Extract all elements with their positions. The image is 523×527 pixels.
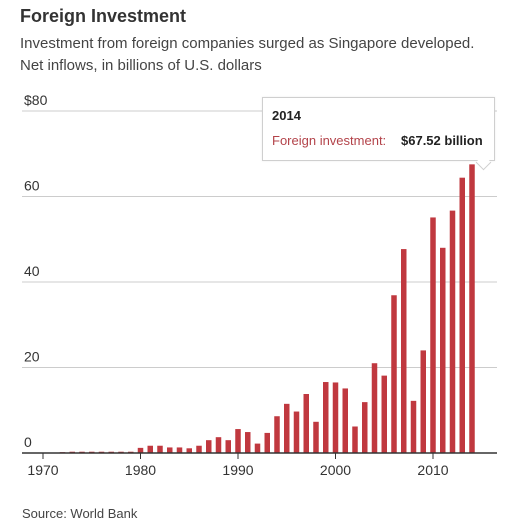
bar: [352, 426, 358, 453]
bar: [215, 437, 222, 453]
bar: [157, 445, 163, 453]
bar: [186, 448, 192, 453]
bar: [245, 432, 251, 453]
bar: [371, 363, 378, 453]
bar: [332, 382, 339, 453]
bar: [176, 447, 183, 453]
y-tick-label: 20: [24, 349, 40, 365]
bar: [235, 429, 241, 453]
tooltip: 2014 Foreign investment: $67.52 billion: [262, 97, 495, 171]
bar: [401, 249, 407, 453]
bar: [254, 443, 261, 453]
bar: [469, 164, 475, 454]
y-tick-label: 60: [24, 178, 40, 194]
bar: [449, 210, 456, 453]
bar: [196, 445, 202, 453]
bar: [225, 440, 231, 453]
y-tick-labels: 0 20 40 60 $80: [24, 92, 48, 450]
x-tick-label: 1980: [125, 462, 156, 478]
bar: [459, 177, 465, 453]
bar: [410, 400, 417, 453]
x-tick-label: 1970: [27, 462, 58, 478]
bar: [303, 394, 309, 453]
source-note: Source: World Bank: [22, 506, 138, 521]
bar: [313, 421, 319, 453]
tooltip-label: Foreign investment:: [272, 133, 387, 148]
x-tick-label: 2000: [320, 462, 351, 478]
bar: [440, 247, 446, 453]
x-ticks: 1970 1980 1990 2000 2010: [27, 453, 449, 478]
bar: [381, 375, 387, 453]
x-tick-label: 1990: [222, 462, 253, 478]
bar: [293, 411, 300, 453]
bar: [420, 350, 426, 453]
tooltip-year: 2014: [272, 108, 301, 123]
bars: [40, 164, 475, 454]
bar: [391, 295, 397, 453]
chart-subtitle: Investment from foreign companies surged…: [20, 35, 475, 74]
bar: [362, 402, 368, 453]
bar: [167, 447, 173, 453]
bar: [274, 416, 280, 453]
bar: [147, 445, 153, 453]
x-tick-label: 2010: [417, 462, 448, 478]
y-tick-label: $80: [24, 92, 48, 108]
bar: [137, 447, 144, 453]
bar: [264, 432, 270, 453]
bar: [342, 388, 348, 453]
tooltip-value: $67.52 billion: [401, 133, 483, 148]
y-tick-label: 40: [24, 263, 40, 279]
bar: [206, 440, 212, 453]
y-tick-label: 0: [24, 434, 32, 450]
bar: [323, 382, 329, 453]
bar: [430, 217, 436, 453]
chart-title: Foreign Investment: [20, 6, 187, 26]
bar: [284, 403, 290, 453]
